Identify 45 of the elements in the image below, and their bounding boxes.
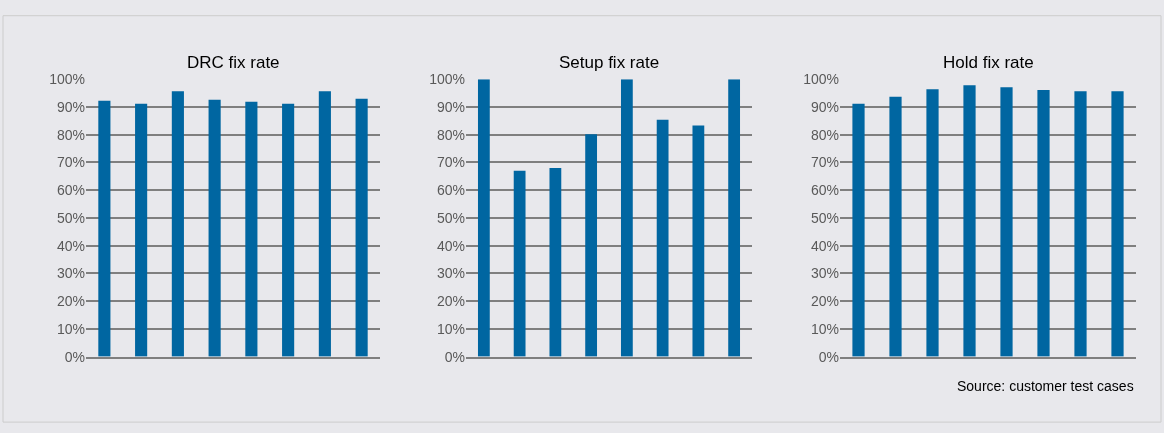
y-tick-label: 0%: [64, 348, 85, 365]
y-tick-label: 50%: [436, 209, 465, 226]
y-tick-label: 90%: [436, 98, 465, 115]
y-tick-label: 60%: [56, 182, 85, 199]
y-tick-label: 90%: [56, 98, 85, 115]
y-tick-label: 0%: [444, 348, 465, 365]
y-tick-label: 70%: [436, 154, 465, 171]
y-tick-label: 80%: [56, 126, 85, 143]
chart-title: Setup fix rate: [559, 53, 660, 72]
y-tick-label: 60%: [436, 182, 465, 199]
y-tick-label: 70%: [810, 154, 839, 171]
y-tick-label: 70%: [56, 154, 85, 171]
y-tick-label: 10%: [810, 320, 839, 337]
y-tick-label: 30%: [56, 265, 85, 282]
y-tick-label: 50%: [56, 209, 85, 226]
y-tick-label: 40%: [810, 237, 839, 254]
y-tick-label: 40%: [436, 237, 465, 254]
y-tick-label: 0%: [818, 348, 839, 365]
y-tick-label: 50%: [810, 209, 839, 226]
bar: [477, 79, 490, 357]
bar: [549, 168, 562, 357]
y-tick-label: 80%: [810, 126, 839, 143]
y-tick-label: 100%: [49, 71, 85, 88]
y-tick-label: 20%: [436, 293, 465, 310]
y-tick-label: 60%: [810, 182, 839, 199]
bar: [692, 125, 705, 357]
bar: [620, 79, 633, 357]
chart-title: DRC fix rate: [187, 53, 280, 72]
y-tick-label: 90%: [810, 98, 839, 115]
y-tick-label: 100%: [429, 71, 465, 88]
y-tick-label: 30%: [810, 265, 839, 282]
bar: [656, 119, 669, 357]
y-tick-label: 40%: [56, 237, 85, 254]
bar: [728, 79, 741, 357]
y-tick-label: 20%: [56, 293, 85, 310]
chart-title: Hold fix rate: [943, 53, 1034, 72]
source-note: Source: customer test cases: [957, 378, 1134, 394]
y-tick-label: 80%: [436, 126, 465, 143]
y-tick-label: 10%: [56, 320, 85, 337]
bar: [585, 134, 598, 357]
y-tick-label: 20%: [810, 293, 839, 310]
bar: [513, 170, 526, 357]
y-tick-label: 30%: [436, 265, 465, 282]
y-tick-label: 100%: [803, 71, 839, 88]
y-tick-label: 10%: [436, 320, 465, 337]
